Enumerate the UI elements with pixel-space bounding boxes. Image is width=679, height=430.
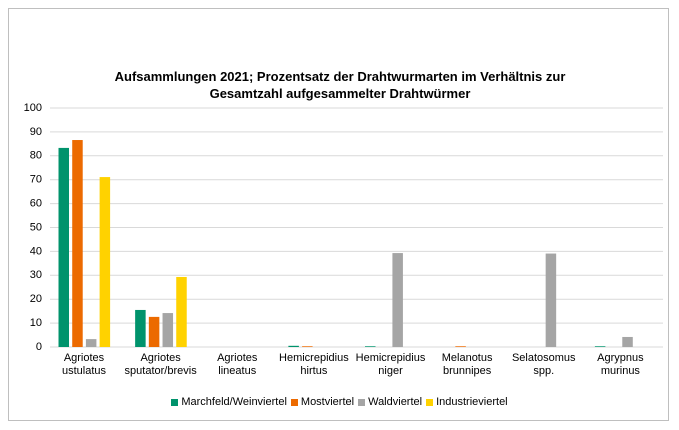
bar xyxy=(148,316,160,347)
y-tick-label: 90 xyxy=(30,126,42,138)
legend-label: Waldviertel xyxy=(368,396,423,408)
bar xyxy=(594,346,606,347)
legend-swatch xyxy=(171,398,179,406)
x-tick-label: Hemicrepidius niger xyxy=(355,352,426,377)
chart-title: Aufsammlungen 2021; Prozentsatz der Drah… xyxy=(114,69,566,101)
x-tick-label: Agrypnus murinus xyxy=(597,352,644,377)
bar xyxy=(455,346,466,347)
legend-item: Industrieviertel xyxy=(426,396,508,408)
y-tick-label: 20 xyxy=(30,293,42,305)
bar xyxy=(365,346,376,347)
y-tick-label: 0 xyxy=(36,341,42,353)
y-tick-label: 80 xyxy=(30,150,42,162)
bar xyxy=(58,147,70,347)
x-tick-label: Agriotes sputator/brevis xyxy=(124,352,197,377)
legend-swatch xyxy=(426,398,434,406)
chart-frame xyxy=(8,8,669,421)
x-tick-label: Agriotes ustulatus xyxy=(61,352,107,377)
bar xyxy=(176,276,187,347)
bar xyxy=(392,253,403,347)
bar xyxy=(162,313,174,347)
bar xyxy=(72,140,83,347)
legend-label: Marchfeld/Weinviertel xyxy=(181,396,287,408)
legend-swatch xyxy=(358,398,366,406)
bar xyxy=(545,253,557,347)
legend-label: Industrieviertel xyxy=(436,396,508,408)
legend-label: Mostviertel xyxy=(300,396,355,408)
legend: Marchfeld/Weinviertel Mostviertel Waldvier… xyxy=(0,396,679,408)
bar xyxy=(85,339,97,347)
bar xyxy=(622,336,633,347)
y-tick-label: 40 xyxy=(30,245,42,257)
y-tick-label: 30 xyxy=(30,269,42,281)
y-tick-label: 60 xyxy=(30,198,42,210)
legend-item: Mostviertel xyxy=(290,396,355,408)
bar xyxy=(135,309,146,347)
bar xyxy=(288,345,299,347)
y-tick-label: 10 xyxy=(30,317,42,329)
y-tick-label: 100 xyxy=(24,102,42,114)
y-tick-label: 50 xyxy=(30,221,42,233)
x-tick-label: Agriotes lineatus xyxy=(217,352,258,377)
x-tick-label: Selatosomus spp. xyxy=(511,352,576,377)
bar xyxy=(99,177,111,347)
y-tick-label: 70 xyxy=(30,174,42,186)
legend-item: Waldviertel xyxy=(358,396,422,408)
bar xyxy=(302,346,313,347)
legend-item: Marchfeld/Weinviertel xyxy=(171,396,287,408)
x-tick-label: Hemicrepidius hirtus xyxy=(279,352,349,377)
x-tick-label: Melanotus brunnipes xyxy=(441,352,493,377)
legend-swatch xyxy=(290,398,298,406)
